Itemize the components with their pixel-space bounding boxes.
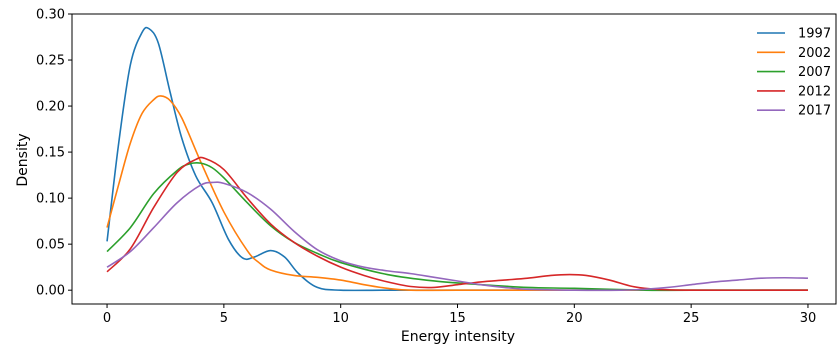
y-tick-label: 0.20 [36,100,65,115]
y-tick-label: 0.15 [36,146,65,161]
y-tick-label: 0.30 [36,8,65,23]
x-tick-label: 25 [683,311,700,326]
series-line-2017 [106,181,808,292]
x-axis-label: Energy intensity [401,329,515,345]
y-tick-label: 0.00 [36,284,65,299]
y-axis-label: Density [15,133,31,186]
legend-label-2002: 2002 [798,46,831,61]
y-tick-label: 0.05 [36,238,65,253]
legend-label-1997: 1997 [798,27,831,42]
legend-label-2017: 2017 [798,104,831,119]
y-tick-label: 0.25 [36,54,65,69]
legend-label-2012: 2012 [798,84,831,99]
x-tick-label: 30 [800,311,817,326]
series-line-2012 [106,156,808,292]
x-tick-label: 10 [332,311,349,326]
x-tick-label: 0 [103,311,111,326]
x-tick-label: 5 [220,311,228,326]
plot-area-frame [71,13,837,305]
x-tick-label: 15 [449,311,466,326]
y-tick-label: 0.10 [36,192,65,207]
legend-label-2007: 2007 [798,65,831,80]
series-line-2002 [106,95,808,292]
legend: 1997 2002 2007 2012 2017 [757,27,831,119]
x-axis: 0 5 10 15 20 25 30 [103,304,816,326]
series-lines [106,26,808,292]
y-axis: 0.00 0.05 0.10 0.15 0.20 0.25 0.30 [36,8,72,299]
x-tick-label: 20 [566,311,583,326]
